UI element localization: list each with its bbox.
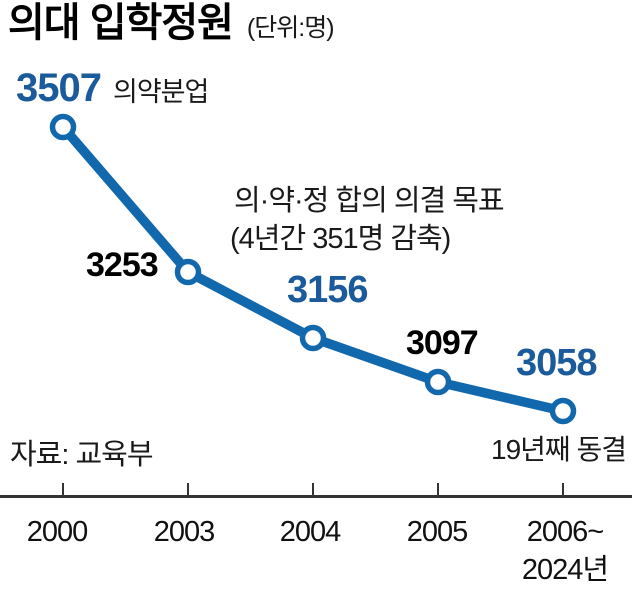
value-label-2003: 3253 [86,246,159,284]
axis-tick-2005 [437,483,439,496]
annotation-pharmacy-separation: 의약분업 [113,77,209,107]
axis-tick-2006 [562,483,564,496]
axis-tick-2004 [312,483,314,496]
source-label: 자료: 교육부 [10,439,154,471]
data-point-2003 [174,258,202,286]
x-tick-label-2005: 2005 [406,516,469,548]
value-label-2004: 3156 [287,269,369,311]
x-tick-label-2004: 2004 [279,516,342,548]
data-point-2000 [49,113,77,141]
x-tick-label-2003: 2003 [153,516,216,548]
annotation-agreement-target-line2: (4년간 351명 감축) [230,223,451,255]
value-label-2000: 3507 [16,66,102,110]
axis-tick-2003 [187,483,189,496]
x-axis [0,495,632,498]
page-title: 의대 입학정원 [8,1,234,45]
unit-label: (단위:명) [246,14,335,42]
axis-tick-2000 [62,483,64,496]
value-label-2006: 3058 [516,342,598,384]
value-label-2005: 3097 [406,324,479,362]
annotation-freeze: 19년째 동결 [491,434,627,465]
x-tick-label-2000: 2000 [26,516,89,548]
x-tick-label-2024-line2: 2024년 [521,553,609,586]
data-point-2005 [424,368,452,396]
data-point-2006 [549,397,577,425]
annotation-agreement-target-line1: 의·약·정 합의 의결 목표 [234,185,505,217]
header: 의대 입학정원 (단위:명) [8,0,335,46]
data-point-2004 [299,324,327,352]
x-tick-label-2006-line1: 2006~ [526,516,604,548]
x-tick-label-2006-2024: 2006~ 2024년 [521,514,609,589]
